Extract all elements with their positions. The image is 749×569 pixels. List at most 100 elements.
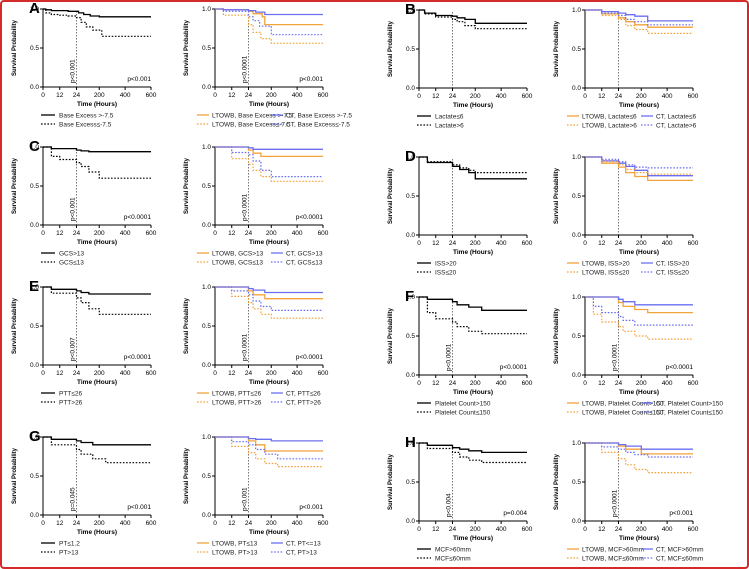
p-value: p<0.001 <box>127 76 151 83</box>
legend-label: LTOWB, GCS>13 <box>212 250 264 257</box>
y-tick-label: 1.0 <box>572 154 581 161</box>
early-p-value: p<0.0001 <box>241 193 248 221</box>
y-axis-title: Survival Probability <box>388 453 394 510</box>
survival-curve <box>585 296 693 340</box>
y-tick-label: 1.0 <box>572 440 581 447</box>
x-tick-label: 200 <box>636 93 647 100</box>
x-tick-label: 400 <box>120 230 131 237</box>
x-tick-label: 24 <box>245 370 253 377</box>
x-tick-label: 400 <box>120 520 131 527</box>
panel-letter: B <box>405 1 416 18</box>
x-tick-label: 12 <box>598 380 606 387</box>
x-tick-label: 24 <box>73 370 81 377</box>
y-tick-label: 1.0 <box>30 434 39 441</box>
x-axis-title: Time (Hours) <box>249 379 289 386</box>
p-value: p<0.001 <box>669 510 693 517</box>
y-tick-label: 0.0 <box>30 362 39 369</box>
y-tick-label: 1.0 <box>30 144 39 151</box>
survival-curve <box>43 146 151 153</box>
x-tick-label: 24 <box>73 92 81 99</box>
x-tick-label: 600 <box>146 520 157 527</box>
panel-a1: A 0.0 0.5 1.0 0 12 24 200 400 600 Time (Hours) Surv… <box>12 0 157 128</box>
x-tick-label: 200 <box>470 240 481 247</box>
early-p-value: p<0.0001 <box>241 333 248 361</box>
y-tick-label: 0.0 <box>202 362 211 369</box>
survival-curve <box>585 156 693 182</box>
early-p-value: p<0.007 <box>69 337 76 361</box>
x-tick-label: 200 <box>636 380 647 387</box>
x-tick-label: 600 <box>318 520 329 527</box>
x-tick-label: 12 <box>56 520 64 527</box>
legend-label: LTOWB, PTT≤26 <box>212 390 262 397</box>
x-tick-label: 24 <box>615 240 623 247</box>
survival-curve <box>215 436 323 468</box>
x-tick-label: 24 <box>73 230 81 237</box>
x-tick-label: 400 <box>662 240 673 247</box>
legend-label: PT>13 <box>59 549 79 556</box>
y-tick-label: 0.5 <box>572 333 581 340</box>
x-tick-label: 24 <box>615 526 623 533</box>
x-tick-label: 200 <box>94 520 105 527</box>
survival-curve <box>215 436 323 460</box>
x-tick-label: 0 <box>41 230 45 237</box>
survival-curve <box>215 8 323 36</box>
y-tick-label: 0.0 <box>572 85 581 92</box>
legend-label: MCF>60mm <box>435 546 471 553</box>
x-axis-title: Time (Hours) <box>249 239 289 246</box>
x-tick-label: 400 <box>662 380 673 387</box>
y-tick-label: 1.0 <box>202 284 211 291</box>
y-tick-label: 1.0 <box>202 434 211 441</box>
survival-curve <box>419 296 527 335</box>
x-tick-label: 12 <box>228 230 236 237</box>
y-tick-label: 0.5 <box>202 323 211 330</box>
early-p-value: p<0.001 <box>241 487 248 511</box>
x-axis-title: Time (Hours) <box>249 101 289 108</box>
legend-label: LTOWB, Platelet Count≤150 <box>582 409 664 416</box>
y-tick-label: 1.0 <box>406 440 415 447</box>
survival-curve <box>215 146 323 182</box>
p-value: p<0.0001 <box>666 364 694 371</box>
y-tick-label: 0.5 <box>202 45 211 52</box>
panel-b1: B 0.0 0.5 1.0 0 12 24 200 400 600 Time (Hours) Surv… <box>388 1 533 129</box>
legend-label: CT, ISS≤20 <box>656 269 689 276</box>
x-tick-label: 24 <box>73 520 81 527</box>
x-tick-label: 0 <box>41 92 45 99</box>
x-tick-label: 12 <box>598 526 606 533</box>
x-axis-title: Time (Hours) <box>453 535 493 542</box>
survival-curve <box>43 8 151 37</box>
x-tick-label: 12 <box>432 93 440 100</box>
x-tick-label: 24 <box>245 230 253 237</box>
x-tick-label: 24 <box>449 380 457 387</box>
x-tick-label: 12 <box>432 526 440 533</box>
x-tick-label: 12 <box>228 370 236 377</box>
y-tick-label: 0.5 <box>30 45 39 52</box>
y-tick-label: 0.5 <box>406 479 415 486</box>
y-axis-title: Survival Probability <box>12 19 18 76</box>
panel-letter: G <box>29 428 41 445</box>
x-tick-label: 200 <box>266 92 277 99</box>
legend-label: GCS>13 <box>59 250 84 257</box>
y-axis-title: Survival Probability <box>12 447 18 504</box>
panel-g2: 0.0 0.5 1.0 0 12 24 200 400 600 Time (Hours) Survi… <box>184 434 329 556</box>
legend-label: PT≤1.2 <box>59 540 80 547</box>
y-tick-label: 0.5 <box>30 473 39 480</box>
x-tick-label: 12 <box>56 230 64 237</box>
x-tick-label: 400 <box>496 380 507 387</box>
x-tick-label: 600 <box>146 92 157 99</box>
x-tick-label: 24 <box>245 92 253 99</box>
x-tick-label: 24 <box>245 520 253 527</box>
survival-curve <box>419 296 527 311</box>
survival-curve <box>215 286 323 294</box>
survival-curve <box>419 9 527 24</box>
panel-f1: F 0.0 0.5 1.0 0 12 24 200 400 600 Time (Hours) Surv… <box>388 288 533 416</box>
y-tick-label: 0.0 <box>406 85 415 92</box>
legend-label: Lactate≤6 <box>435 113 464 120</box>
x-axis-title: Time (Hours) <box>619 389 659 396</box>
y-axis-title: Survival Probability <box>554 167 560 224</box>
y-axis-title: Survival Probability <box>184 19 190 76</box>
survival-curve <box>585 296 693 326</box>
x-tick-label: 600 <box>318 92 329 99</box>
x-tick-label: 600 <box>522 380 533 387</box>
x-tick-label: 0 <box>583 93 587 100</box>
panel-d2: 0.0 0.5 1.0 0 12 24 200 400 600 Time (Hours) Survi… <box>554 154 699 276</box>
